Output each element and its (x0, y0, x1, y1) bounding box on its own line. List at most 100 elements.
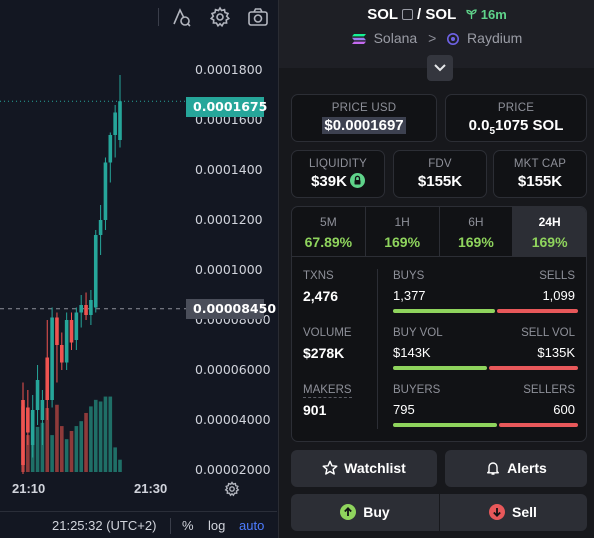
pair-age: 16m (480, 7, 507, 22)
alerts-button[interactable]: Alerts (445, 450, 587, 487)
tab-5m[interactable]: 5M 67.89% (292, 207, 366, 256)
settings-gear-icon[interactable] (209, 6, 231, 28)
camera-icon[interactable] (247, 6, 269, 28)
price-native-card: PRICE 0.051075 SOL (445, 94, 587, 142)
candle-body (118, 101, 122, 140)
candle-body (69, 320, 74, 343)
tab-6h[interactable]: 6H 169% (440, 207, 514, 256)
volume-bar (118, 459, 122, 472)
arrow-up-icon (340, 504, 357, 520)
buyers-label: BUYERS (393, 384, 441, 396)
price-native-value: 0.051075 SOL (446, 117, 586, 137)
volume-bar (84, 412, 88, 472)
log-scale-toggle[interactable]: log (208, 518, 226, 533)
candle-body (21, 400, 25, 465)
stats-divider (377, 269, 378, 429)
buys-label: BUYS (393, 270, 425, 282)
buys-ratio-bar (393, 309, 495, 313)
price-change: 67.89% (304, 234, 353, 250)
volume-bar (89, 406, 93, 472)
tab-label: 24H (538, 215, 561, 229)
chart-toolbar (0, 0, 277, 34)
txns-label: TXNS (303, 270, 334, 282)
candlestick-chart[interactable] (0, 34, 277, 474)
candle-body (98, 220, 103, 235)
candle-body (93, 235, 98, 308)
chain-breadcrumb: Solana > Raydium (279, 30, 594, 46)
volume-bar (93, 399, 98, 472)
market-cap-card: MKT CAP $155K (493, 150, 587, 198)
volume-bar (55, 404, 59, 472)
buy-button[interactable]: Buy (291, 494, 439, 531)
time-tick-label: 21:10 (12, 481, 46, 496)
toolbar-divider (158, 8, 159, 26)
liquidity-locked-icon[interactable] (349, 173, 365, 188)
candle-body (26, 407, 30, 433)
candle-body (108, 135, 113, 163)
candle-body (40, 400, 45, 420)
price-change: 169% (457, 234, 494, 250)
price-chart-panel[interactable]: 0.0001800 0.0001600 0.0001400 0.0001200 0.00… (0, 0, 277, 538)
candle-body (60, 345, 64, 363)
sells-value: 1,099 (542, 288, 575, 303)
fdv-card: FDV $155K (393, 150, 487, 198)
volume-bar (60, 426, 64, 472)
candle-body (45, 357, 50, 400)
price-usd-label: PRICE USD (331, 102, 397, 114)
volume-value: $278K (303, 345, 345, 361)
volume-bar (98, 401, 103, 472)
price-usd-card: PRICE USD $0.0001697 (291, 94, 437, 142)
chevron-down-icon (434, 64, 446, 72)
price-native-prefix: 0.0 (468, 117, 490, 134)
candle-body (84, 305, 88, 315)
price-tick-label: 0.0001800 (195, 62, 263, 77)
price-change: 169% (384, 234, 421, 250)
tab-label: 1H (394, 215, 410, 229)
watchlist-label: Watchlist (344, 460, 406, 476)
price-native-zero-count: 5 (489, 126, 496, 137)
percent-scale-toggle[interactable]: % (182, 518, 194, 533)
liquidity-label: LIQUIDITY (308, 158, 368, 170)
volume-bar (64, 439, 69, 472)
chart-footer: 21:25:32 (UTC+2) % log auto (0, 511, 277, 538)
price-native-digits: 1075 SOL (495, 117, 564, 134)
auto-scale-toggle[interactable]: auto (239, 518, 265, 533)
alerts-label: Alerts (507, 460, 547, 476)
volume-bar (26, 435, 30, 472)
solana-icon (351, 34, 366, 44)
price-change: 169% (531, 234, 568, 250)
volume-bar (108, 396, 113, 472)
sells-label: SELLS (539, 270, 575, 282)
sell-volume-value: $135K (537, 345, 575, 360)
sell-volume-label: SELL VOL (521, 327, 575, 339)
copy-address-icon[interactable] (402, 9, 414, 20)
chain-name[interactable]: Solana (373, 30, 418, 46)
price-tick-label: 0.0001000 (195, 262, 263, 277)
volume-label: VOLUME (303, 327, 352, 339)
raydium-icon (447, 33, 460, 45)
indicators-icon[interactable] (170, 6, 192, 28)
buy-volume-ratio-bar (393, 366, 488, 370)
candle-body (35, 380, 40, 410)
sells-ratio-bar (496, 309, 578, 313)
axis-settings-icon[interactable] (224, 481, 240, 497)
tab-24h[interactable]: 24H 169% (513, 207, 586, 256)
pair-age-badge: 16m (466, 7, 507, 22)
candle-body (103, 162, 108, 220)
star-icon (322, 460, 338, 475)
collapse-button[interactable] (427, 55, 453, 81)
volume-bar (35, 426, 40, 472)
tab-1h[interactable]: 1H 169% (366, 207, 440, 256)
watchlist-button[interactable]: Watchlist (291, 450, 437, 487)
makers-label: MAKERS (303, 384, 352, 398)
buy-volume-label: BUY VOL (393, 327, 443, 339)
candle-body (74, 312, 79, 340)
price-tick-label: 0.00006000 (195, 362, 271, 377)
pair-title: SOL / SOL 16m (279, 6, 594, 23)
sell-button[interactable]: Sell (439, 494, 587, 531)
fdv-value: $155K (417, 173, 463, 190)
volume-bar (113, 447, 117, 472)
dex-name[interactable]: Raydium (467, 30, 523, 46)
buyers-value: 795 (393, 402, 415, 417)
candle-body (64, 320, 69, 363)
